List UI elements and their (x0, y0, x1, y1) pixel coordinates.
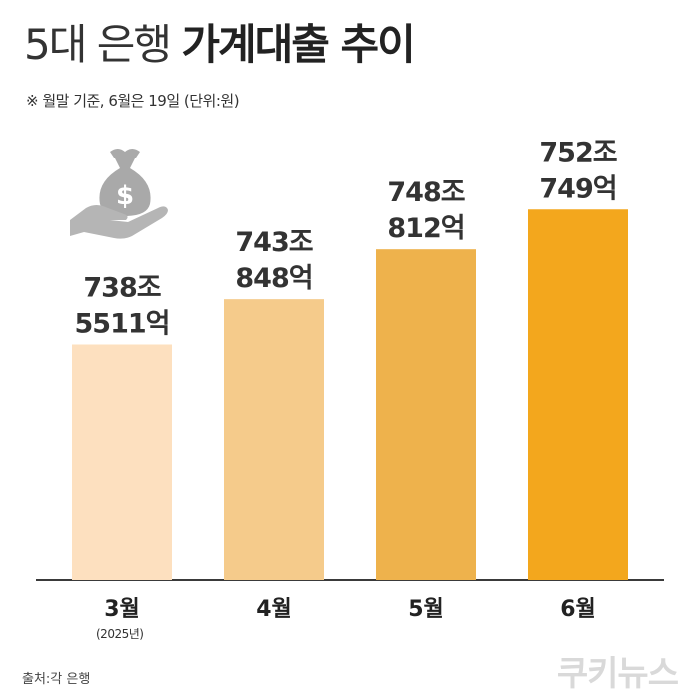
category-label-1: 3월 (104, 597, 140, 622)
category-label-4: 6월 (560, 597, 596, 622)
data-label-2-1: 743조 (235, 227, 312, 258)
bar-4 (528, 209, 628, 580)
bar-3 (376, 249, 476, 581)
data-label-1-1: 738조 (83, 272, 160, 303)
source-text: 출처:각 은행 (22, 672, 91, 687)
category-label-3: 5월 (408, 597, 444, 622)
category-label-2: 4월 (256, 597, 292, 622)
title-light: 5대 은행 (24, 20, 172, 69)
data-label-4-1: 752조 (539, 137, 616, 168)
data-label-2-2: 848억 (235, 263, 312, 294)
data-label-3-2: 812억 (387, 213, 464, 244)
title-bold: 가계대출 추이 (181, 20, 415, 69)
chart-subtitle: ※ 월말 기준, 6월은 19일 (단위:원) (26, 92, 240, 110)
data-label-3-1: 748조 (387, 177, 464, 208)
bar-1 (72, 344, 172, 580)
year-note: (2025년) (96, 627, 144, 641)
data-label-4-2: 749억 (539, 173, 616, 204)
data-label-1-2: 5511억 (75, 308, 170, 339)
svg-text:$: $ (116, 181, 134, 211)
bar-2 (224, 299, 324, 580)
money-bag-hand-icon: $ (66, 142, 176, 246)
chart-title: 5대 은행 가계대출 추이 (24, 20, 416, 69)
brand-logo: 쿠키뉴스 (556, 654, 679, 694)
